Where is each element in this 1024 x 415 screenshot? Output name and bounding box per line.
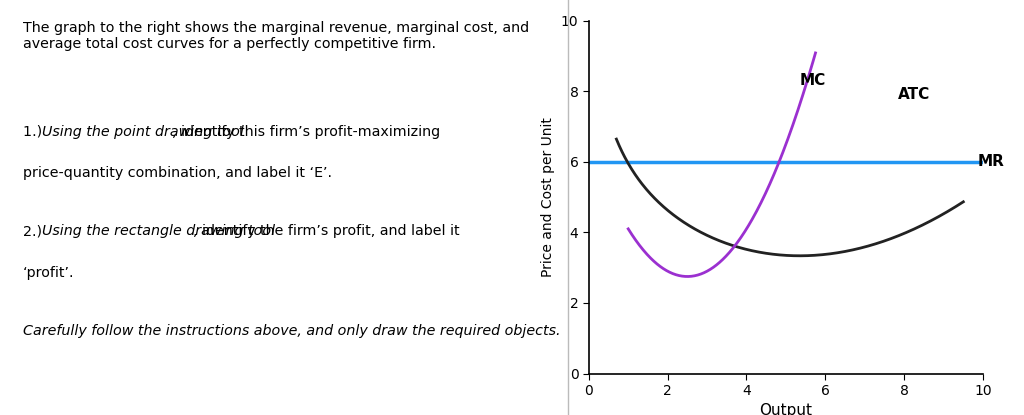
X-axis label: Output: Output xyxy=(760,403,812,415)
Text: ATC: ATC xyxy=(898,87,931,103)
Text: MR: MR xyxy=(977,154,1004,169)
Text: 2.): 2.) xyxy=(23,224,46,238)
Y-axis label: Price and Cost per Unit: Price and Cost per Unit xyxy=(542,117,555,277)
Text: , identify this firm’s profit-maximizing: , identify this firm’s profit-maximizing xyxy=(172,124,439,139)
Text: Using the rectangle drawing tool: Using the rectangle drawing tool xyxy=(42,224,275,238)
Text: The graph to the right shows the marginal revenue, marginal cost, and
average to: The graph to the right shows the margina… xyxy=(23,21,528,51)
Text: , identify the firm’s profit, and label it: , identify the firm’s profit, and label … xyxy=(193,224,460,238)
Text: price-quantity combination, and label it ‘E’.: price-quantity combination, and label it… xyxy=(23,166,332,180)
Text: MC: MC xyxy=(800,73,826,88)
Text: Carefully follow the instructions above, and only draw the required objects.: Carefully follow the instructions above,… xyxy=(23,324,560,338)
Text: ‘profit’.: ‘profit’. xyxy=(23,266,74,280)
Text: 1.): 1.) xyxy=(23,124,46,139)
Text: Using the point drawing tool: Using the point drawing tool xyxy=(42,124,244,139)
